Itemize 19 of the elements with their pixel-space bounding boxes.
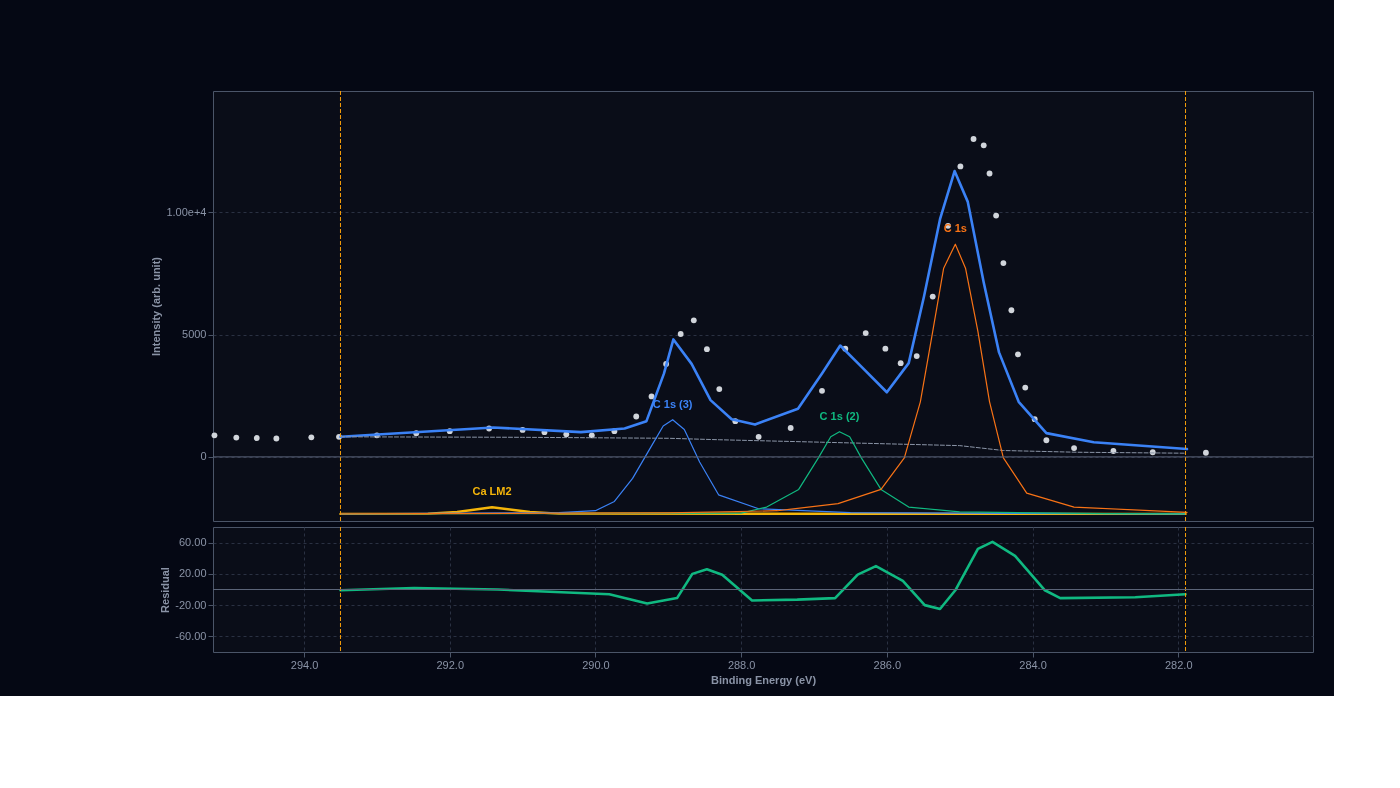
x-tick-label: 282.0 bbox=[1164, 658, 1193, 671]
y-axis-title: Residual bbox=[159, 567, 172, 613]
x-axis-title: Binding Energy (eV) bbox=[710, 673, 817, 686]
x-tick-label: 284.0 bbox=[1019, 658, 1047, 671]
x-tick-label: 292.0 bbox=[436, 658, 465, 671]
y-tick-label: 1.00e+4 bbox=[166, 205, 207, 218]
y-tick-label: 0 bbox=[200, 450, 207, 463]
y-tick-label: -20.00 bbox=[175, 598, 207, 611]
series-label: Ca LM2 bbox=[472, 485, 512, 498]
x-tick-label: 288.0 bbox=[727, 658, 756, 671]
y-tick-label: 5000 bbox=[182, 328, 207, 341]
x-tick-label: 294.0 bbox=[290, 658, 319, 671]
x-tick-label: 290.0 bbox=[582, 658, 610, 671]
y-axis-title: Intensity (arb. unit) bbox=[150, 256, 163, 356]
y-tick-label: 20.00 bbox=[178, 567, 207, 580]
series-label: C 1s (2) bbox=[819, 409, 860, 422]
x-tick-label: 286.0 bbox=[873, 658, 902, 671]
y-tick-label: 60.00 bbox=[178, 536, 207, 549]
y-tick-label: -60.00 bbox=[175, 629, 207, 642]
